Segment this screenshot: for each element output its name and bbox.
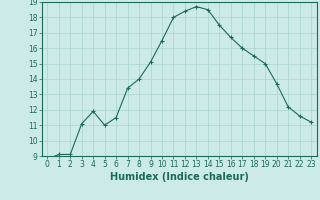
X-axis label: Humidex (Indice chaleur): Humidex (Indice chaleur): [110, 172, 249, 182]
